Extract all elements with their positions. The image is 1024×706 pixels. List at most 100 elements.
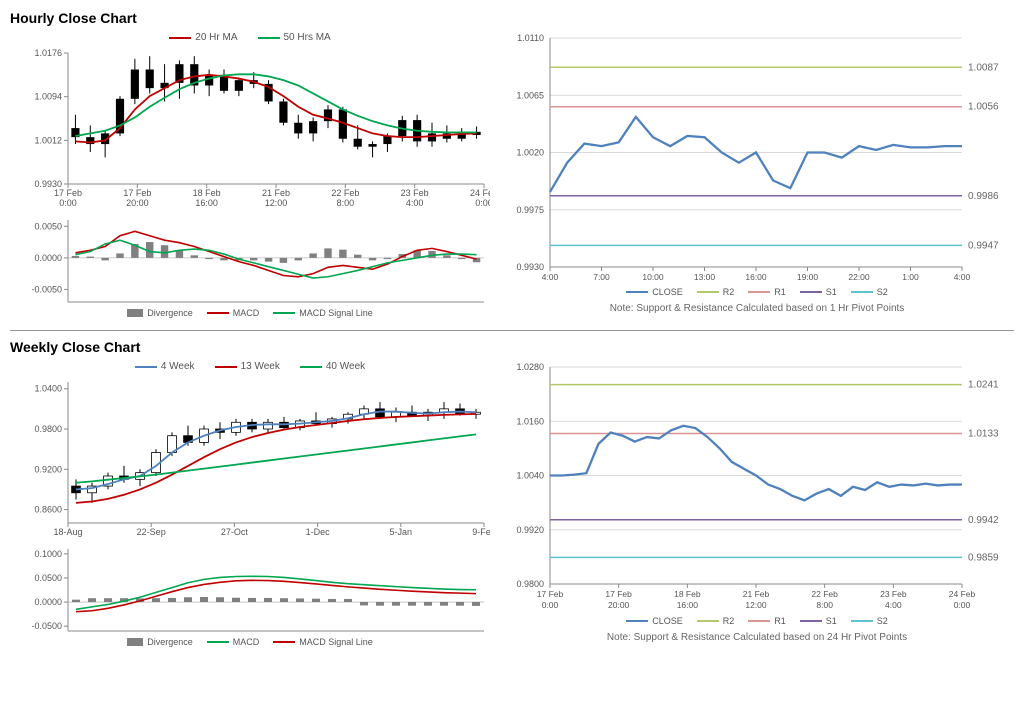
weekly-macd-chart: -0.0500 0.0000 0.0500 0.1000 xyxy=(10,545,490,635)
legend-s1-label: S1 xyxy=(826,287,837,297)
svg-text:22-Sep: 22-Sep xyxy=(137,527,166,537)
svg-text:23 Feb: 23 Feb xyxy=(401,188,429,198)
svg-text:1.0400: 1.0400 xyxy=(34,384,62,394)
svg-text:0.9800: 0.9800 xyxy=(34,424,62,434)
svg-text:0.0050: 0.0050 xyxy=(34,221,62,231)
hourly-price-legend: 20 Hr MA 50 Hrs MA xyxy=(10,32,490,43)
legend-ma50-label: 50 Hrs MA xyxy=(284,32,331,43)
weekly-section: Weekly Close Chart 4 Week 13 Week 40 Wee… xyxy=(10,339,1014,651)
hourly-sr-note: Note: Support & Resistance Calculated ba… xyxy=(500,303,1014,314)
svg-text:10:00: 10:00 xyxy=(642,272,664,282)
svg-text:12:00: 12:00 xyxy=(745,600,767,610)
weekly-price-chart: 0.8600 0.9200 0.9800 1.0400 18-Aug 22-Sep 27-O… xyxy=(10,376,490,541)
hourly-price-chart: 0.99301.00121.00941.017617 Feb0:0017 Feb… xyxy=(10,47,490,212)
svg-text:1.0110: 1.0110 xyxy=(517,33,544,43)
svg-text:0.8600: 0.8600 xyxy=(34,505,62,515)
svg-text:16:00: 16:00 xyxy=(745,272,767,282)
svg-text:1.0241: 1.0241 xyxy=(968,380,999,391)
svg-text:27-Oct: 27-Oct xyxy=(221,527,249,537)
hourly-section: Hourly Close Chart 20 Hr MA 50 Hrs MA 0.… xyxy=(10,10,1014,322)
svg-text:24 Feb: 24 Feb xyxy=(949,589,976,599)
svg-text:1.0056: 1.0056 xyxy=(968,102,999,113)
legend-macd: MACD xyxy=(207,308,260,318)
svg-text:0.9200: 0.9200 xyxy=(34,464,62,474)
weekly-price-legend: 4 Week 13 Week 40 Week xyxy=(10,361,490,372)
svg-text:1.0012: 1.0012 xyxy=(34,135,62,145)
svg-text:1.0094: 1.0094 xyxy=(34,92,62,102)
legend-div-label2: Divergence xyxy=(147,637,193,647)
svg-text:17 Feb: 17 Feb xyxy=(54,188,82,198)
svg-text:4:00: 4:00 xyxy=(406,198,424,208)
svg-text:-0.0500: -0.0500 xyxy=(31,621,62,631)
legend-macd-label2: MACD xyxy=(233,637,260,647)
svg-text:16:00: 16:00 xyxy=(195,198,218,208)
legend-r1-label: R1 xyxy=(774,287,786,297)
legend-w40-label: 40 Week xyxy=(326,361,365,372)
legend-w4-label: 4 Week xyxy=(161,361,195,372)
hourly-sr-chart: 0.9930 0.9975 1.0020 1.0065 1.0110 4:00 7:00 10… xyxy=(500,30,1014,285)
svg-text:1.0040: 1.0040 xyxy=(516,471,544,481)
svg-text:1.0176: 1.0176 xyxy=(34,48,62,58)
svg-text:0.9942: 0.9942 xyxy=(968,515,999,526)
svg-text:8:00: 8:00 xyxy=(337,198,355,208)
legend-sig-label2: MACD Signal Line xyxy=(299,637,373,647)
legend-ma20-label: 20 Hr MA xyxy=(195,32,237,43)
svg-text:0.0500: 0.0500 xyxy=(34,573,62,583)
svg-text:18 Feb: 18 Feb xyxy=(674,589,701,599)
svg-text:7:00: 7:00 xyxy=(593,272,610,282)
svg-text:0.9986: 0.9986 xyxy=(968,191,999,202)
svg-text:16:00: 16:00 xyxy=(677,600,699,610)
legend-ma50: 50 Hrs MA xyxy=(258,32,331,43)
weekly-title: Weekly Close Chart xyxy=(10,339,1014,355)
svg-text:0.0000: 0.0000 xyxy=(34,253,62,263)
weekly-sr-legend: CLOSE R2 R1 S1 S2 xyxy=(500,616,1014,626)
svg-text:-0.0050: -0.0050 xyxy=(31,284,62,294)
svg-text:8:00: 8:00 xyxy=(816,600,833,610)
hourly-sr-legend: CLOSE R2 R1 S1 S2 xyxy=(500,287,1014,297)
section-divider xyxy=(10,330,1014,331)
weekly-sr-note: Note: Support & Resistance Calculated ba… xyxy=(500,632,1014,643)
weekly-macd-legend: Divergence MACD MACD Signal Line xyxy=(10,637,490,647)
svg-text:22 Feb: 22 Feb xyxy=(811,589,838,599)
legend-sig-label: MACD Signal Line xyxy=(299,308,373,318)
svg-text:0.9975: 0.9975 xyxy=(516,205,544,215)
svg-text:0.0000: 0.0000 xyxy=(34,597,62,607)
hourly-macd-legend: Divergence MACD MACD Signal Line xyxy=(10,308,490,318)
svg-text:1-Dec: 1-Dec xyxy=(306,527,331,537)
svg-text:23 Feb: 23 Feb xyxy=(880,589,907,599)
svg-text:1.0020: 1.0020 xyxy=(516,148,544,158)
svg-text:1.0065: 1.0065 xyxy=(516,90,544,100)
svg-text:18 Feb: 18 Feb xyxy=(193,188,221,198)
svg-text:18-Aug: 18-Aug xyxy=(53,527,82,537)
svg-text:0.9859: 0.9859 xyxy=(968,552,999,563)
svg-text:22 Feb: 22 Feb xyxy=(331,188,359,198)
svg-text:0.1000: 0.1000 xyxy=(34,549,62,559)
svg-text:4:00: 4:00 xyxy=(542,272,559,282)
svg-text:0:00: 0:00 xyxy=(475,198,490,208)
legend-ma20: 20 Hr MA xyxy=(169,32,237,43)
svg-text:0.9930: 0.9930 xyxy=(516,262,544,272)
svg-text:19:00: 19:00 xyxy=(797,272,819,282)
legend-macd-signal: MACD Signal Line xyxy=(273,308,373,318)
legend-divergence: Divergence xyxy=(127,308,193,318)
svg-text:1:00: 1:00 xyxy=(902,272,919,282)
legend-div-label: Divergence xyxy=(147,308,193,318)
svg-text:17 Feb: 17 Feb xyxy=(537,589,564,599)
weekly-sr-chart: 0.98000.99201.00401.01601.028017 Feb0:00… xyxy=(500,359,1014,614)
svg-text:9-Feb: 9-Feb xyxy=(472,527,490,537)
svg-text:4:00: 4:00 xyxy=(954,272,971,282)
svg-text:0:00: 0:00 xyxy=(542,600,559,610)
legend-w13-label: 13 Week xyxy=(241,361,280,372)
legend-close-label: CLOSE xyxy=(652,287,683,297)
svg-text:12:00: 12:00 xyxy=(265,198,288,208)
svg-text:22:00: 22:00 xyxy=(848,272,870,282)
svg-text:0:00: 0:00 xyxy=(59,198,77,208)
svg-text:0.9800: 0.9800 xyxy=(516,579,544,589)
svg-text:20:00: 20:00 xyxy=(126,198,149,208)
svg-text:24 Feb: 24 Feb xyxy=(470,188,490,198)
svg-text:0:00: 0:00 xyxy=(954,600,971,610)
svg-text:1.0133: 1.0133 xyxy=(968,428,999,439)
svg-text:1.0160: 1.0160 xyxy=(516,416,544,426)
svg-text:20:00: 20:00 xyxy=(608,600,630,610)
svg-text:1.0280: 1.0280 xyxy=(516,362,544,372)
